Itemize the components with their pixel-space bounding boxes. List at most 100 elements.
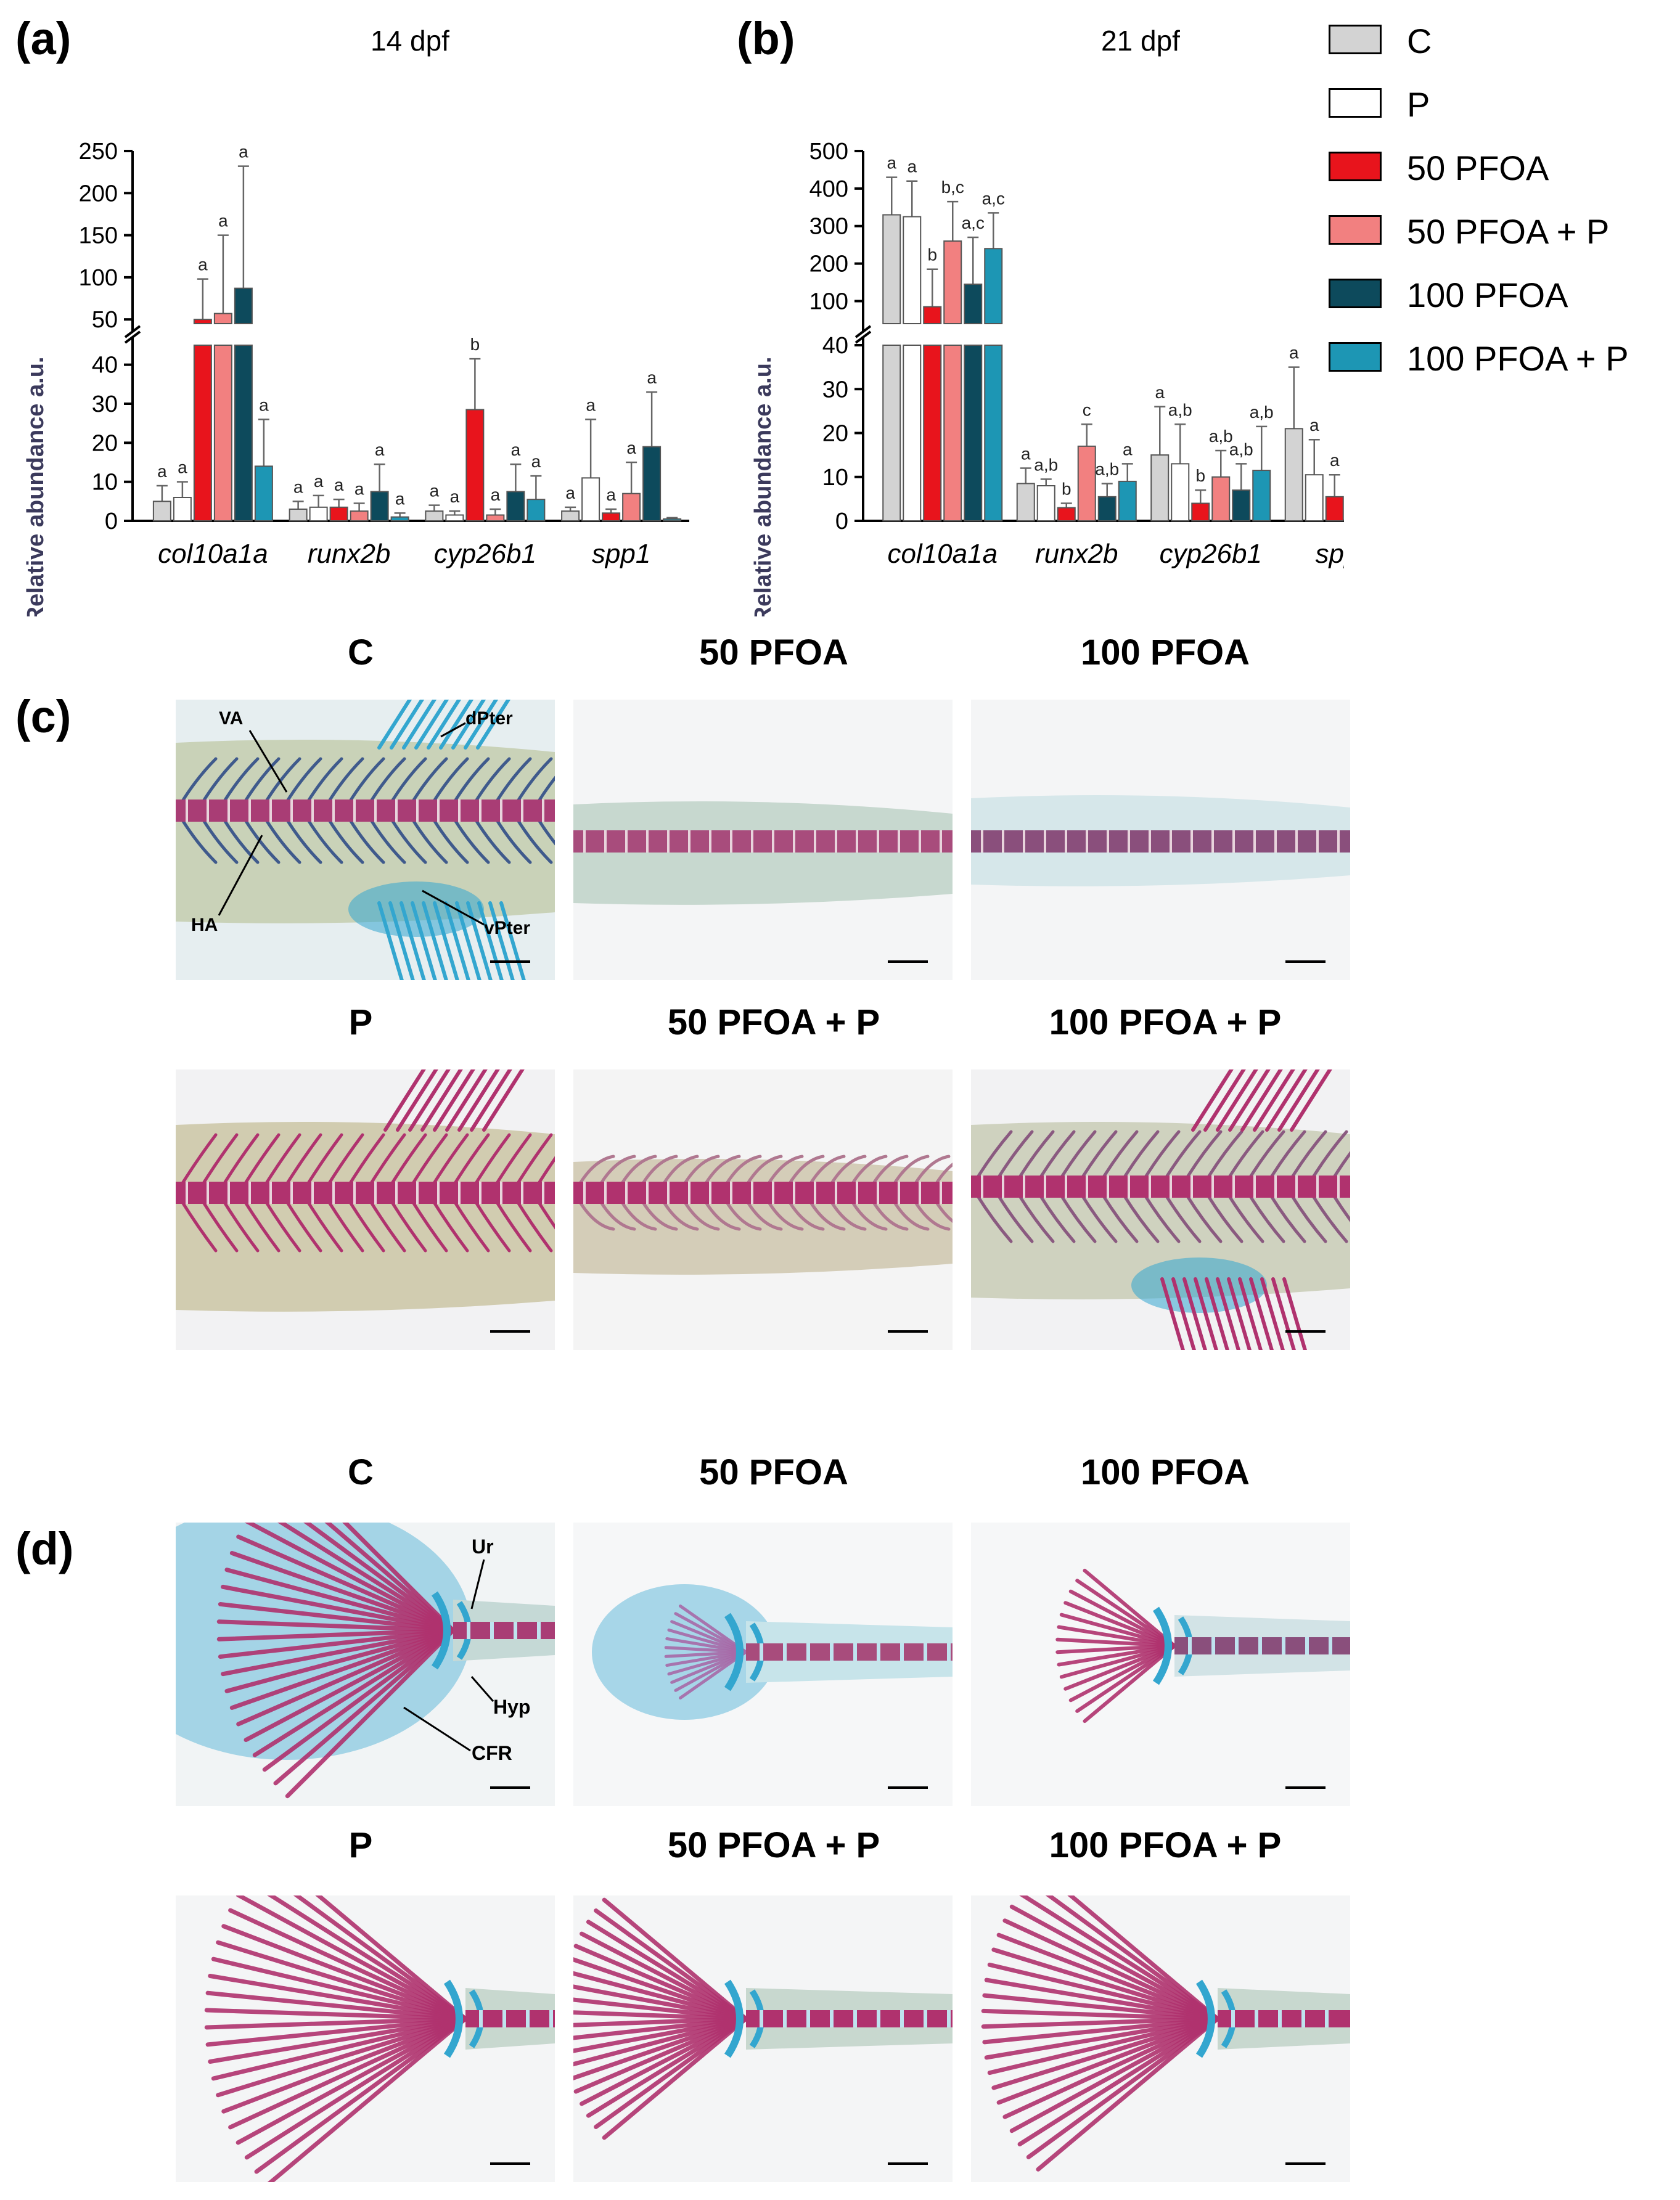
haemal-arch	[1269, 1193, 1306, 1243]
caudal-fin-ray	[987, 1962, 1220, 2021]
haemal-arch	[620, 1200, 657, 1231]
neural-arch	[536, 775, 555, 804]
caudal-fin-ray	[228, 2016, 468, 2130]
neural-arch	[1248, 1130, 1285, 1180]
x-tick-label: cyp26b1	[1160, 539, 1262, 569]
photo-trunk-100pfoa	[971, 700, 1350, 980]
vertebral-column	[971, 830, 1350, 853]
photo-fin-100pfoa-p	[971, 1895, 1350, 2182]
neural-arch	[222, 1133, 260, 1186]
neural-arch	[243, 1133, 281, 1186]
caudal-fin-ray	[1055, 1644, 1176, 1654]
significance-letter: b	[470, 335, 480, 354]
neural-arch	[515, 1133, 553, 1186]
fin-ray	[1160, 1277, 1185, 1350]
significance-letter: b	[1062, 480, 1072, 499]
caudal-fin-ray	[1026, 2016, 1220, 2159]
neural-arch	[892, 1155, 930, 1186]
caudal-fin-ray	[1057, 1625, 1176, 1648]
photo-canvas	[573, 700, 953, 980]
neural-arch	[285, 1133, 322, 1186]
haemal-arch	[766, 1200, 804, 1231]
significance-letter: a	[375, 440, 385, 459]
caudal-fin-ray	[586, 2016, 748, 2118]
haemal-arch	[348, 817, 385, 864]
significance-letter: a	[907, 157, 917, 176]
fish-body	[176, 1122, 555, 1312]
y-tick-label: 40	[92, 353, 118, 378]
d-title-50pfoa-p: 50 PFOA + P	[667, 1825, 880, 1865]
c-title-100pfoa-p: 100 PFOA + P	[1049, 1002, 1282, 1042]
haemal-arch	[808, 1200, 846, 1231]
caudal-fin-ray	[208, 1974, 468, 2021]
fin-ray	[464, 700, 499, 750]
fin-ray	[422, 901, 448, 980]
caudal-fin-ray	[208, 2016, 468, 2064]
haemal-arch	[892, 1200, 930, 1231]
caudal-fin-ray	[211, 1957, 468, 2021]
bar	[329, 506, 348, 521]
bar	[289, 509, 308, 521]
neural-arch	[1059, 1130, 1097, 1180]
neural-arch	[243, 757, 281, 804]
haemal-arch	[411, 817, 448, 864]
haemal-arch	[327, 1200, 364, 1253]
caudal-fin-ray	[1067, 1895, 1220, 2021]
caudal-fin-ray	[1057, 1644, 1176, 1667]
y-tick-label: 150	[79, 223, 118, 249]
photo-trunk-control: VA dPter HA vPter	[176, 700, 555, 980]
caudal-fin-ray	[236, 1628, 456, 1727]
significance-letter: a,b	[1229, 440, 1253, 459]
haemal-arch	[536, 1200, 555, 1230]
neural-arch	[913, 1155, 951, 1186]
neural-arch	[390, 1133, 427, 1186]
photo-fin-control: Ur Hyp CFR	[176, 1523, 555, 1806]
haemal-arch	[473, 1200, 511, 1253]
bar	[213, 345, 232, 521]
legend-label: 100 PFOA + P	[1407, 339, 1629, 378]
fin-ray	[1253, 1069, 1295, 1132]
fin-ray	[1265, 1069, 1308, 1132]
haemal-arch	[1290, 1193, 1327, 1243]
caudal-fin-ray	[1009, 2016, 1220, 2133]
fin-ray	[488, 901, 515, 980]
neural-arch	[411, 1133, 448, 1186]
vertebral-column	[176, 1182, 555, 1204]
caudal-fin-ray	[1063, 1601, 1176, 1648]
photo-fin-p	[176, 1895, 555, 2182]
fin-ray	[476, 700, 511, 750]
neural-arch	[1080, 1130, 1118, 1180]
significance-letter: a	[531, 452, 541, 471]
neural-arch	[515, 757, 553, 804]
caudal-fin-ray	[982, 2016, 1220, 2045]
y-tick-label: 250	[79, 139, 118, 165]
fin-ray	[1260, 1277, 1285, 1350]
haemal-arch	[264, 817, 301, 864]
caudal-fin-ray	[1002, 1918, 1220, 2021]
bar	[1232, 489, 1251, 521]
haemal-arch	[369, 1200, 406, 1253]
y-tick-label: 40	[822, 333, 848, 359]
photo-fin-50pfoa	[573, 1523, 953, 1806]
hypural	[431, 1591, 451, 1670]
vertebral-column	[971, 1176, 1350, 1198]
d-title-100pfoa: 100 PFOA	[1081, 1452, 1250, 1492]
bar	[964, 345, 983, 521]
fin-ray	[482, 1069, 525, 1132]
neural-arch	[871, 1155, 909, 1186]
neural-arch	[850, 1155, 888, 1186]
bar	[1118, 480, 1137, 521]
haemal-arch	[1143, 1193, 1181, 1243]
caudal-fin-ray	[229, 1628, 456, 1711]
neural-arch	[1164, 1130, 1202, 1180]
bar	[527, 499, 546, 522]
label-va: VA	[219, 708, 243, 729]
caudal-fin-ray	[1083, 1568, 1176, 1648]
bar	[1325, 496, 1344, 521]
significance-letter: a	[450, 487, 460, 506]
neural-arch	[180, 1133, 218, 1186]
fin-ray	[1290, 1069, 1332, 1132]
d-title-50pfoa: 50 PFOA	[699, 1452, 848, 1492]
bar	[663, 518, 682, 521]
y-tick-label: 30	[822, 377, 848, 403]
